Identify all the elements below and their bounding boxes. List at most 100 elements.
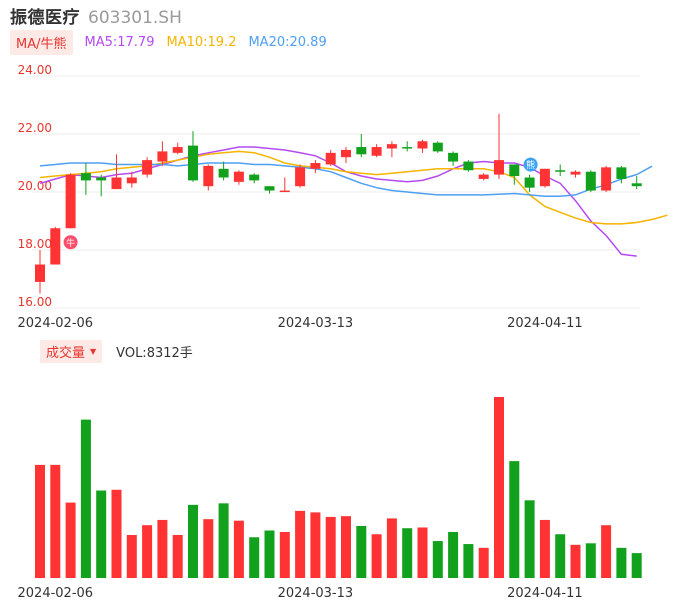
- price-y-tick: 24.00: [18, 63, 52, 77]
- candle: [126, 171, 137, 188]
- candle: [402, 141, 413, 152]
- price-y-tick: 22.00: [18, 121, 52, 135]
- volume-bar: [65, 502, 76, 578]
- price-y-tick: 16.00: [18, 295, 52, 309]
- volume-bar: [417, 527, 428, 578]
- volume-bar: [203, 519, 214, 578]
- volume-legend: 成交量 ▼ VOL:8312手: [40, 339, 193, 363]
- volume-indicator-selector[interactable]: 成交量 ▼: [40, 339, 103, 363]
- candle-body: [203, 165, 214, 187]
- volume-bar: [585, 543, 596, 578]
- candle-body: [341, 149, 351, 158]
- volume-bar: [142, 525, 153, 578]
- candle: [356, 134, 367, 158]
- volume-bar: [96, 490, 107, 578]
- candle: [601, 165, 612, 192]
- price-x-tick: 2024-02-06: [18, 316, 94, 331]
- ma-legend: MA/牛熊 MA5:17.79 MA10:19.2 MA20:20.89: [10, 29, 327, 55]
- volume-bar: [478, 547, 489, 578]
- candle: [585, 170, 596, 192]
- price-x-tick: 2024-04-11: [507, 316, 583, 331]
- volume-value: VOL:8312手: [116, 345, 193, 361]
- signal-markers: 牛熊: [63, 157, 538, 250]
- candle-body: [279, 190, 290, 193]
- bull-signal-label: 牛: [66, 237, 75, 249]
- candle: [249, 173, 260, 184]
- volume-bar: [172, 535, 183, 578]
- volume-x-tick: 2024-02-06: [18, 586, 94, 601]
- candle: [371, 144, 382, 158]
- volume-bar: [50, 464, 61, 578]
- candle-body: [157, 151, 168, 162]
- volume-bar: [80, 419, 91, 578]
- candle-body: [570, 171, 581, 175]
- stock-code: 603301.SH: [88, 8, 182, 28]
- volume-bar: [386, 518, 397, 578]
- volume-bar: [509, 461, 520, 578]
- volume-bar: [371, 534, 382, 578]
- candle-body: [478, 174, 489, 179]
- candle: [432, 141, 443, 153]
- price-x-tick: 2024-03-13: [278, 316, 354, 331]
- ma5-line: [39, 146, 637, 257]
- volume-bar: [218, 503, 229, 578]
- candle: [631, 176, 642, 190]
- candle-body: [233, 171, 244, 182]
- candle-body: [432, 142, 443, 152]
- candle-body: [463, 161, 474, 171]
- volume-bar: [555, 534, 566, 578]
- volume-bar: [539, 519, 550, 578]
- ma20-label: MA20:20.89: [248, 34, 327, 50]
- price-y-tick: 18.00: [18, 237, 52, 251]
- volume-bar: [249, 537, 260, 578]
- ma-lines: [39, 146, 668, 257]
- candle-body: [402, 147, 413, 149]
- volume-bar: [601, 525, 612, 578]
- candle-body: [494, 160, 504, 175]
- candle: [264, 186, 275, 194]
- volume-bar: [188, 504, 198, 578]
- candle-body: [65, 174, 76, 229]
- candle-body: [539, 168, 550, 187]
- candle-body: [188, 145, 198, 181]
- candle: [279, 177, 290, 193]
- candle: [555, 164, 566, 177]
- candle-body: [631, 183, 642, 187]
- candle-body: [356, 147, 367, 155]
- candle-body: [249, 174, 260, 181]
- candle-body: [35, 264, 45, 282]
- candle-body: [585, 171, 596, 191]
- candle: [448, 151, 459, 166]
- candle-body: [448, 152, 459, 162]
- candle-body: [417, 141, 428, 149]
- candle-body: [386, 144, 397, 149]
- candle: [188, 131, 198, 182]
- volume-bar: [126, 535, 137, 578]
- candle: [417, 139, 428, 153]
- candle-body: [555, 170, 566, 172]
- candle-body: [310, 163, 321, 169]
- candle: [341, 147, 351, 163]
- volume-x-tick: 2024-03-13: [278, 586, 354, 601]
- candle: [50, 226, 61, 265]
- bear-signal-badge: [523, 157, 538, 172]
- candle-body: [509, 164, 520, 177]
- volume-bar: [264, 530, 275, 578]
- volume-bar: [111, 489, 122, 578]
- candle: [295, 164, 306, 188]
- volume-bars: [35, 397, 642, 578]
- volume-bar: [295, 510, 306, 578]
- candle: [616, 165, 627, 184]
- candle: [157, 141, 168, 166]
- candle-body: [142, 160, 153, 175]
- bull-signal-icon: 牛: [63, 235, 78, 250]
- candle: [310, 160, 321, 174]
- caret-down-icon: ▼: [90, 346, 97, 356]
- candle: [233, 170, 244, 185]
- candle-body: [325, 152, 336, 165]
- price-grid: [32, 75, 640, 309]
- ma-mode-selector[interactable]: MA/牛熊: [10, 29, 73, 55]
- volume-bar: [570, 544, 581, 578]
- candle-body: [616, 167, 627, 179]
